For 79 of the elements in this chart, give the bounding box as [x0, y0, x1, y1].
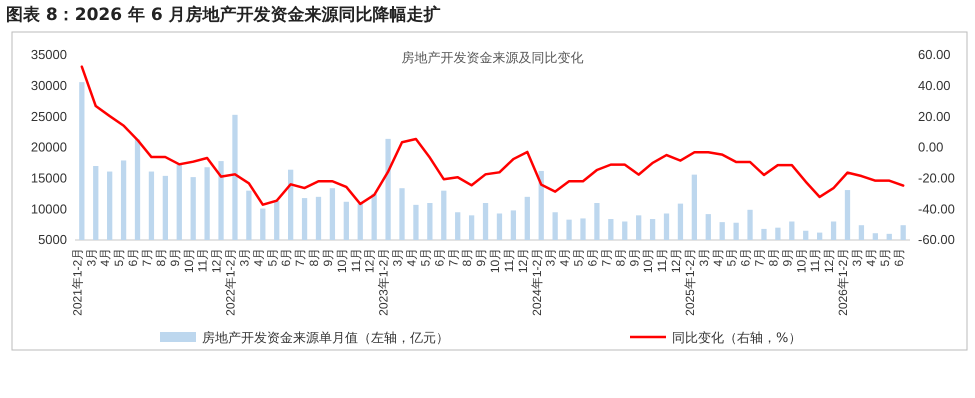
y-tick-label: 20000: [30, 140, 67, 155]
x-tick-label: 3月: [544, 248, 558, 266]
legend-label: 同比变化（右轴，%）: [672, 331, 802, 346]
x-tick-label: 9月: [168, 248, 182, 266]
x-tick-label: 4月: [710, 248, 725, 266]
y-tick-label: 10000: [30, 201, 67, 216]
x-tick-label: 12月: [669, 248, 684, 274]
x-tick-label: 5月: [112, 248, 126, 266]
x-tick-label: 5月: [418, 248, 432, 266]
y-tick-label: 30000: [30, 78, 67, 93]
y2-tick-label: -20.00: [918, 170, 955, 186]
x-tick-label: 6月: [279, 248, 294, 266]
x-tick-label: 2022年1-2月: [224, 248, 238, 316]
x-tick-label: 11月: [655, 248, 670, 272]
y-tick-label: 15000: [30, 170, 67, 186]
x-tick-label: 4月: [251, 248, 266, 266]
x-tick-label: 6月: [892, 248, 906, 266]
y2-tick-label: -40.00: [918, 201, 955, 216]
x-tick-label: 12月: [516, 248, 530, 274]
x-tick-label: 2026年1-2月: [836, 248, 850, 316]
x-tick-label: 3月: [696, 248, 711, 266]
x-tick-label: 8月: [613, 248, 628, 266]
x-tick-label: 4月: [404, 248, 419, 266]
y2-tick-label: 20.00: [918, 108, 951, 124]
x-tick-label: 12月: [362, 248, 377, 274]
chart-title: 图表 8：2026 年 6 月房地产开发资金来源同比降幅走扩: [6, 5, 441, 25]
x-tick-label: 4月: [558, 248, 572, 266]
x-tick-label: 6月: [126, 248, 140, 266]
x-tick-label: 4月: [864, 248, 878, 266]
x-tick-label: 3月: [237, 248, 252, 266]
y2-tick-label: 60.00: [918, 47, 951, 62]
x-tick-label: 9月: [320, 248, 335, 266]
x-tick-label: 8月: [460, 248, 474, 266]
x-tick-label: 11月: [348, 248, 363, 272]
x-tick-label: 5月: [724, 248, 739, 266]
x-tick-label: 6月: [738, 248, 753, 266]
x-tick-label: 2021年1-2月: [70, 248, 84, 316]
x-tick-label: 9月: [780, 248, 794, 266]
x-tick-label: 9月: [627, 248, 642, 266]
x-tick-label: 2025年1-2月: [682, 248, 697, 316]
x-tick-label: 12月: [210, 248, 224, 274]
x-tick-label: 5月: [878, 248, 892, 266]
x-tick-label: 5月: [572, 248, 586, 266]
x-tick-label: 3月: [390, 248, 405, 266]
y2-tick-label: -60.00: [918, 232, 955, 248]
x-tick-label: 12月: [822, 248, 836, 274]
x-tick-label: 3月: [84, 248, 98, 266]
x-tick-label: 10月: [488, 248, 502, 274]
x-tick-label: 5月: [265, 248, 280, 266]
y2-tick-label: 0.00: [918, 140, 944, 155]
y-tick-label: 25000: [30, 108, 67, 124]
x-tick-label: 7月: [293, 248, 308, 266]
x-tick-label: 3月: [850, 248, 864, 266]
x-tick-label: 11月: [808, 248, 822, 272]
x-tick-label: 7月: [446, 248, 460, 266]
x-tick-label: 6月: [432, 248, 446, 266]
y-tick-label: 35000: [30, 47, 67, 62]
y-tick-label: 5000: [38, 232, 67, 248]
x-tick-label: 11月: [502, 248, 516, 272]
x-tick-label: 8月: [307, 248, 322, 266]
x-tick-label: 7月: [140, 248, 154, 266]
x-tick-label: 10月: [641, 248, 656, 274]
x-tick-label: 10月: [334, 248, 349, 274]
y2-tick-label: 40.00: [918, 78, 951, 93]
x-tick-label: 10月: [182, 248, 196, 274]
x-tick-label: 9月: [474, 248, 488, 266]
chart-subtitle: 房地产开发资金来源及同比变化: [402, 50, 584, 66]
x-tick-label: 10月: [794, 248, 808, 274]
x-tick-label: 7月: [599, 248, 614, 266]
x-tick-label: 8月: [154, 248, 168, 266]
x-tick-label: 2023年1-2月: [376, 248, 391, 316]
x-tick-label: 2024年1-2月: [530, 248, 544, 316]
x-tick-label: 4月: [98, 248, 112, 266]
x-tick-label: 7月: [752, 248, 767, 266]
legend-label: 房地产开发资金来源单月值（左轴，亿元）: [202, 330, 449, 346]
x-tick-label: 6月: [585, 248, 600, 266]
line-series: [80, 65, 904, 206]
x-tick-label: 11月: [196, 248, 210, 272]
x-tick-label: 8月: [766, 248, 780, 266]
